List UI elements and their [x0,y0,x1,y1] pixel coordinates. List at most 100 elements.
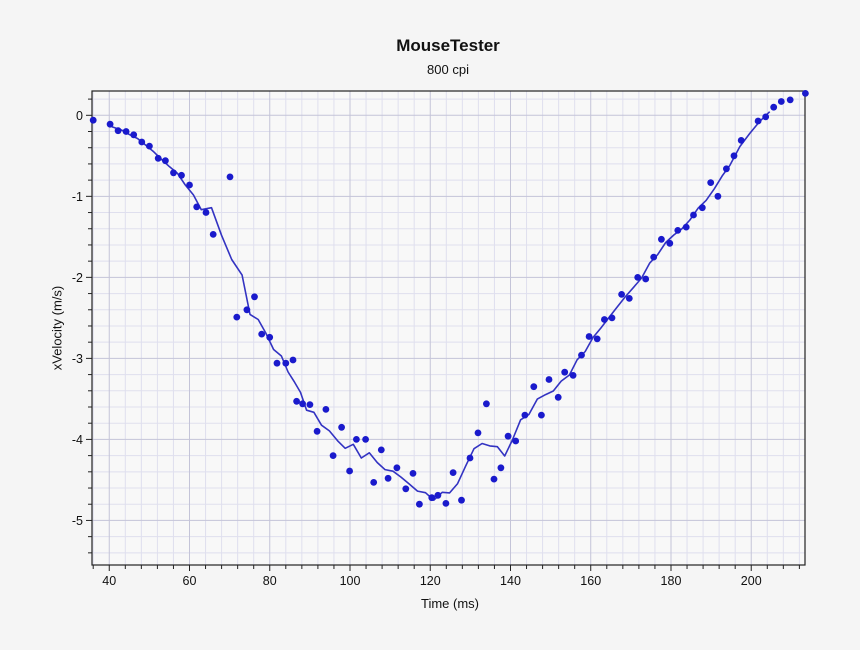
x-tick-label: 80 [263,574,277,588]
y-tick-label: -4 [72,433,83,447]
data-point [754,117,762,125]
data-point [601,316,608,323]
data-point [497,464,505,472]
data-point [322,406,330,413]
data-point [293,397,300,405]
data-point [122,128,130,135]
data-point [618,291,625,298]
y-tick-labels: 0 -1 -2 -3 -4 -5 [72,109,83,528]
data-point [569,372,577,379]
data-point [512,437,520,445]
data-point [89,116,97,124]
plot-area [92,91,805,565]
data-point [682,223,690,231]
data-point [370,479,378,486]
x-tick-labels: 40 60 80 100 120 140 160 180 200 [102,574,761,588]
data-point [490,475,498,483]
x-tick-label: 120 [420,574,441,588]
chart-title: MouseTester [396,36,500,55]
x-axis-label: Time (ms) [420,596,480,611]
data-point [642,275,650,283]
plot-frame [91,90,806,566]
x-tick-label: 180 [661,574,682,588]
x-tick-label: 40 [102,574,116,588]
y-tick-label: -1 [72,190,83,204]
data-point [289,356,297,364]
data-point [625,295,633,302]
data-point [458,496,465,504]
data-point [770,103,778,111]
y-tick-label: 0 [76,109,83,123]
data-point [162,157,169,165]
x-tick-label: 100 [340,574,361,588]
data-point [690,211,697,219]
x-tick-label: 60 [183,574,197,588]
grid-minor [92,91,805,565]
data-point [521,411,529,419]
data-point [730,152,738,160]
grid-major [92,91,805,565]
data-point [402,485,410,493]
data-point [545,376,553,383]
data-point [634,274,642,281]
data-point [226,173,234,181]
data-point [186,181,193,189]
data-point [802,90,809,97]
data-point [202,209,210,216]
data-point [233,313,241,321]
y-tick-label: -5 [72,514,83,528]
data-point [178,171,185,179]
data-point [538,411,545,419]
data-point [138,138,146,146]
data-point [723,165,730,173]
data-point [114,127,122,135]
data-point [466,454,474,462]
y-tick-label: -3 [72,352,83,366]
data-point [393,464,401,472]
data-point [130,131,138,139]
data-point [258,330,266,338]
data-point [338,423,345,431]
data-point [266,333,274,341]
data-point [306,401,314,408]
data-point [377,446,385,454]
data-point [353,436,360,443]
data-point [658,235,665,243]
y-axis-label: xVelocity (m/s) [49,285,65,371]
data-point [299,400,306,408]
data-point [554,393,562,401]
axis-ticks [86,98,800,571]
data-point [650,253,658,261]
data-point [362,436,369,443]
data-point [608,314,616,322]
data-point [409,470,417,477]
data-point [282,359,290,367]
data-point [146,142,153,150]
data-point [698,204,706,212]
data-point [416,500,423,508]
data-point [777,98,785,105]
data-point [593,335,601,343]
data-point [193,203,201,211]
data-point [273,359,281,367]
chart-subtitle: 800 cpi [427,62,469,77]
data-point [674,227,682,234]
data-point [313,427,321,435]
y-tick-label: -2 [72,271,83,285]
x-tick-label: 140 [500,574,521,588]
data-point [384,474,392,482]
data-point [243,306,251,314]
data-point [483,400,490,408]
data-point [106,120,114,128]
x-tick-label: 160 [580,574,601,588]
data-point [434,491,442,499]
data-point [329,452,337,459]
data-point [578,351,585,359]
data-point [762,113,770,121]
data-point [449,469,457,476]
data-point [428,494,436,502]
scatter-points [89,90,809,508]
data-point [209,231,217,238]
data-point [442,500,450,507]
